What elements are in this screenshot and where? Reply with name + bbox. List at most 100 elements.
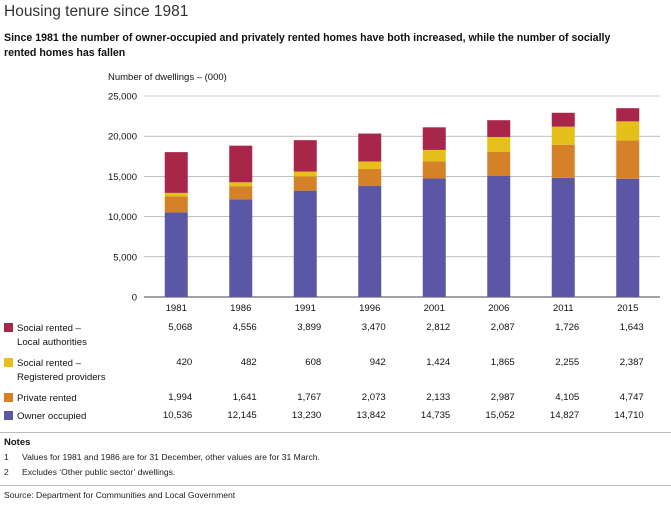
data-value-label: 5,068 xyxy=(168,322,193,333)
bar-segment xyxy=(551,112,575,127)
data-value-label: 4,556 xyxy=(232,322,257,333)
legend-label: Private rented xyxy=(17,393,77,404)
divider xyxy=(0,485,671,486)
data-value-label: 15,052 xyxy=(485,410,515,421)
legend-label: Local authorities xyxy=(17,337,87,348)
bar-segment xyxy=(293,140,317,172)
bar-segment xyxy=(229,186,253,200)
bar-segment xyxy=(422,161,446,179)
bar-segment xyxy=(358,185,382,297)
bar-segment xyxy=(229,145,253,183)
bar-segment xyxy=(616,121,640,141)
note-item: 2 Excludes ‘Other public sector’ dwelling… xyxy=(4,467,175,477)
data-value-label: 14,827 xyxy=(549,410,580,421)
data-value-label: 608 xyxy=(305,357,322,368)
bar-segment xyxy=(164,196,188,213)
x-tick-label: 2006 xyxy=(488,303,509,314)
bar-segment xyxy=(422,127,446,150)
bar-segment xyxy=(487,175,511,297)
data-value-label: 3,899 xyxy=(297,322,322,333)
bar-segment xyxy=(229,182,253,187)
x-tick-label: 1986 xyxy=(230,303,251,314)
data-value-label: 1,643 xyxy=(619,322,644,333)
bar-segment xyxy=(487,151,511,176)
source-note: Source: Department for Communities and L… xyxy=(4,490,236,500)
data-value-label: 13,842 xyxy=(356,410,386,421)
x-tick-label: 1996 xyxy=(359,303,380,314)
data-value-label: 10,536 xyxy=(162,410,193,421)
divider xyxy=(0,432,671,433)
data-value-label: 1,865 xyxy=(490,357,515,368)
bar-segment xyxy=(551,144,575,178)
bar-segment xyxy=(164,212,188,297)
legend-swatch xyxy=(4,358,13,367)
data-value-label: 482 xyxy=(240,357,257,368)
bar-segment xyxy=(616,178,640,297)
legend-label: Owner occupied xyxy=(17,411,87,422)
y-tick-label: 25,000 xyxy=(108,92,137,103)
data-value-label: 2,987 xyxy=(490,392,515,403)
data-value-label: 1,424 xyxy=(426,357,451,368)
legend-entry: Owner occupied xyxy=(4,410,86,424)
y-tick-label: 20,000 xyxy=(108,132,137,143)
note-number: 2 xyxy=(4,467,9,477)
data-value-label: 2,133 xyxy=(426,392,451,403)
x-tick-label: 2011 xyxy=(553,303,574,314)
y-tick-label: 0 xyxy=(132,293,137,304)
bar-segment xyxy=(293,176,317,191)
data-value-label: 2,812 xyxy=(426,322,451,333)
note-text: Excludes ‘Other public sector’ dwellings… xyxy=(22,467,176,477)
page-title: Housing tenure since 1981 xyxy=(4,3,189,20)
notes-heading: Notes xyxy=(4,437,31,448)
bar-segment xyxy=(164,192,188,197)
note-number: 1 xyxy=(4,452,9,462)
data-value-label: 4,105 xyxy=(555,392,580,403)
data-value-label: 942 xyxy=(369,357,386,368)
legend-entry: Social rented – Local authorities xyxy=(4,322,87,350)
bar-segment xyxy=(229,199,253,297)
bar-segment xyxy=(551,177,575,297)
y-tick-label: 15,000 xyxy=(108,172,137,183)
legend-entry: Private rented xyxy=(4,392,77,406)
legend-entry: Social rented – Registered providers xyxy=(4,357,106,385)
y-tick-label: 10,000 xyxy=(108,212,137,223)
legend-label: Social rented – xyxy=(17,323,81,334)
bar-segment xyxy=(422,149,446,162)
data-value-label: 2,255 xyxy=(555,357,580,368)
bar-segment xyxy=(358,169,382,186)
bar-segment xyxy=(293,190,317,297)
legend-swatch xyxy=(4,393,13,402)
bar-segment xyxy=(422,178,446,297)
data-value-label: 2,073 xyxy=(361,392,386,403)
data-value-label: 3,470 xyxy=(361,322,386,333)
legend-label: Registered providers xyxy=(17,372,106,383)
bar-segment xyxy=(487,120,511,137)
data-value-label: 2,087 xyxy=(490,322,515,333)
y-axis-label: Number of dwellings – (000) xyxy=(108,72,227,83)
x-tick-label: 1991 xyxy=(295,303,316,314)
x-tick-label: 1981 xyxy=(166,303,187,314)
bar-segment xyxy=(616,108,640,122)
data-value-label: 420 xyxy=(176,357,193,368)
bar-segment xyxy=(551,126,575,145)
data-value-label: 14,710 xyxy=(614,410,644,421)
data-value-label: 14,735 xyxy=(420,410,451,421)
bar-segment xyxy=(358,133,382,162)
bar-segment xyxy=(358,161,382,170)
data-value-label: 4,747 xyxy=(619,392,644,403)
data-value-label: 1,767 xyxy=(297,392,322,403)
note-item: 1 Values for 1981 and 1986 are for 31 Dec… xyxy=(4,452,320,462)
bar-segment xyxy=(164,152,188,193)
data-value-label: 2,387 xyxy=(619,357,644,368)
x-tick-label: 2015 xyxy=(617,303,638,314)
data-value-label: 1,726 xyxy=(555,322,580,333)
bar-segment xyxy=(616,140,640,179)
legend-swatch xyxy=(4,323,13,332)
x-tick-label: 2001 xyxy=(424,303,445,314)
data-value-label: 13,230 xyxy=(291,410,322,421)
bar-segment xyxy=(487,136,511,152)
data-value-label: 12,145 xyxy=(227,410,257,421)
data-value-label: 1,994 xyxy=(168,392,193,403)
data-value-label: 1,641 xyxy=(232,392,257,403)
stacked-bar-chart: 0 5,000 10,000 15,000 20,000 25,000 1981 1986 1… xyxy=(108,92,660,314)
